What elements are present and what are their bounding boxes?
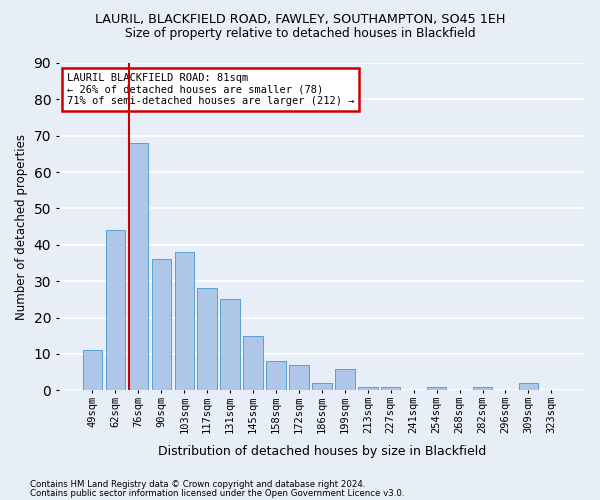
Bar — [197, 288, 217, 390]
Bar — [358, 386, 377, 390]
Bar — [312, 383, 332, 390]
Bar — [220, 300, 240, 390]
Bar — [244, 336, 263, 390]
Bar — [335, 368, 355, 390]
Bar — [175, 252, 194, 390]
Bar — [128, 143, 148, 390]
Y-axis label: Number of detached properties: Number of detached properties — [15, 134, 28, 320]
Text: LAURIL BLACKFIELD ROAD: 81sqm
← 26% of detached houses are smaller (78)
71% of s: LAURIL BLACKFIELD ROAD: 81sqm ← 26% of d… — [67, 73, 354, 106]
Text: Contains HM Land Registry data © Crown copyright and database right 2024.: Contains HM Land Registry data © Crown c… — [30, 480, 365, 489]
Bar — [266, 361, 286, 390]
Bar — [152, 260, 171, 390]
Text: Contains public sector information licensed under the Open Government Licence v3: Contains public sector information licen… — [30, 488, 404, 498]
Bar — [83, 350, 102, 391]
Text: LAURIL, BLACKFIELD ROAD, FAWLEY, SOUTHAMPTON, SO45 1EH: LAURIL, BLACKFIELD ROAD, FAWLEY, SOUTHAM… — [95, 12, 505, 26]
Bar — [106, 230, 125, 390]
Bar — [289, 365, 309, 390]
Bar — [473, 386, 492, 390]
Text: Size of property relative to detached houses in Blackfield: Size of property relative to detached ho… — [125, 28, 475, 40]
Bar — [427, 386, 446, 390]
Bar — [381, 386, 400, 390]
Bar — [518, 383, 538, 390]
X-axis label: Distribution of detached houses by size in Blackfield: Distribution of detached houses by size … — [158, 444, 486, 458]
